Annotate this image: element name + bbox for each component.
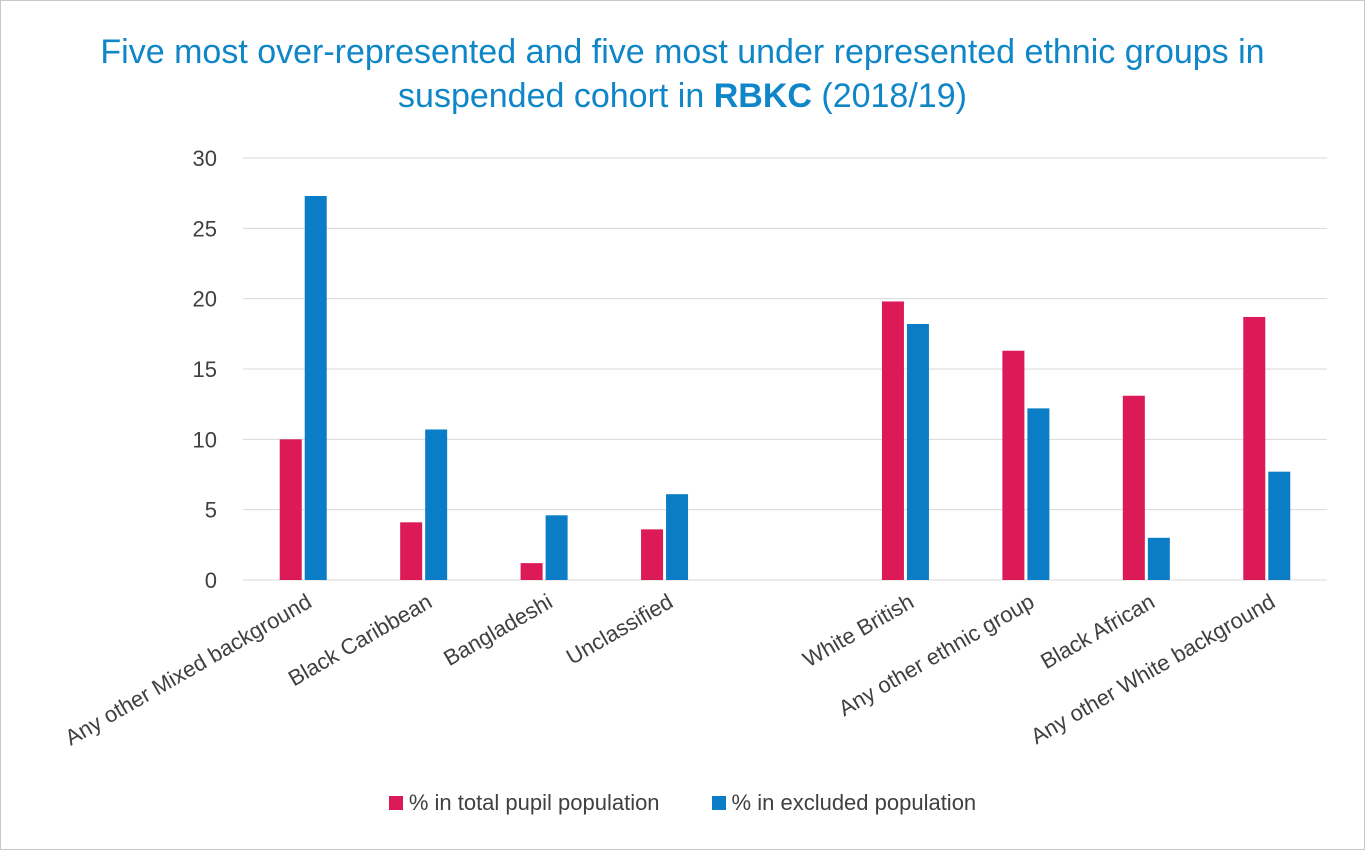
- bar: [425, 429, 447, 580]
- bar: [521, 563, 543, 580]
- y-tick-label: 10: [193, 427, 217, 452]
- y-tick-label: 30: [193, 146, 217, 171]
- legend-item-total-pupil: % in total pupil population: [389, 790, 660, 816]
- chart-legend: % in total pupil population % in exclude…: [0, 790, 1365, 816]
- bar: [882, 301, 904, 580]
- bar: [1148, 538, 1170, 580]
- bar: [641, 529, 663, 580]
- y-tick-label: 15: [193, 357, 217, 382]
- bar: [666, 494, 688, 580]
- bar: [1027, 408, 1049, 580]
- x-tick-label: Any other Mixed background: [61, 589, 316, 751]
- legend-swatch-excluded: [712, 796, 726, 810]
- bar: [305, 196, 327, 580]
- legend-swatch-total-pupil: [389, 796, 403, 810]
- y-tick-label: 5: [205, 498, 217, 523]
- x-tick-label: White British: [799, 589, 918, 672]
- x-tick-label: Bangladeshi: [439, 589, 556, 671]
- bar: [1002, 351, 1024, 580]
- legend-label-total-pupil: % in total pupil population: [409, 790, 660, 816]
- y-tick-label: 20: [193, 287, 217, 312]
- bar: [280, 439, 302, 580]
- bar: [1243, 317, 1265, 580]
- legend-label-excluded: % in excluded population: [732, 790, 977, 816]
- x-tick-label: Any other ethnic group: [834, 589, 1038, 721]
- y-tick-label: 25: [193, 216, 217, 241]
- bar: [1123, 396, 1145, 580]
- bar: [907, 324, 929, 580]
- x-tick-label: Unclassified: [562, 589, 677, 670]
- legend-item-excluded: % in excluded population: [712, 790, 977, 816]
- y-tick-label: 0: [205, 568, 217, 593]
- bar: [1268, 472, 1290, 580]
- bar: [400, 522, 422, 580]
- bar: [546, 515, 568, 580]
